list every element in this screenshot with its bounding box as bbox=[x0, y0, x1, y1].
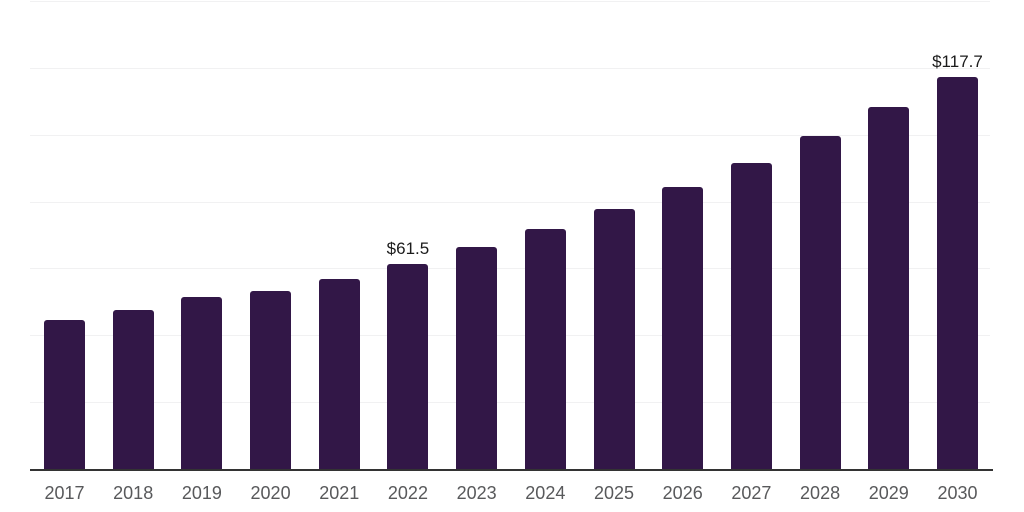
x-tick-label-2028: 2028 bbox=[800, 483, 841, 503]
data-label-2022: $61.5 bbox=[386, 239, 430, 259]
x-axis-line bbox=[30, 469, 993, 471]
bar-2017 bbox=[44, 320, 85, 470]
bar-2022 bbox=[387, 264, 429, 470]
x-tick-label-2023: 2023 bbox=[456, 483, 497, 503]
bar-2027 bbox=[730, 162, 772, 470]
x-tick-label-2024: 2024 bbox=[525, 483, 566, 503]
bar-2021 bbox=[318, 279, 360, 470]
bar-2019 bbox=[181, 296, 223, 470]
bar-2018 bbox=[112, 309, 154, 470]
gridline bbox=[30, 134, 990, 136]
x-tick-label-2025: 2025 bbox=[593, 483, 635, 503]
data-label-2030: $117.7 bbox=[932, 51, 983, 71]
x-tick-label-2027: 2027 bbox=[731, 483, 772, 503]
bar-2024 bbox=[524, 228, 566, 470]
gridline bbox=[30, 67, 990, 69]
bar-2020 bbox=[250, 290, 292, 470]
gridline bbox=[30, 335, 990, 337]
gridline bbox=[30, 201, 990, 203]
bar-2025 bbox=[593, 208, 635, 470]
x-axis-tick-labels: 2017 2018 2019 2020 2021 2022 2023 2024 2025 2026… bbox=[30, 482, 993, 506]
plot-area: $61.5 $117.7 bbox=[30, 0, 993, 470]
gridline bbox=[30, 1, 990, 2]
x-tick-label-2021: 2021 bbox=[319, 483, 360, 503]
gridline bbox=[30, 268, 990, 270]
bar-2029 bbox=[868, 107, 910, 470]
x-tick-label-2020: 2020 bbox=[250, 483, 291, 503]
bar-2028 bbox=[799, 136, 841, 470]
x-tick-label-2018: 2018 bbox=[113, 483, 154, 503]
x-tick-label-2019: 2019 bbox=[181, 483, 222, 503]
bar-2030 bbox=[936, 76, 978, 470]
x-tick-label-2029: 2029 bbox=[868, 483, 909, 503]
bar-2023 bbox=[456, 247, 498, 470]
x-tick-label-2030: 2030 bbox=[937, 483, 978, 503]
bar-2026 bbox=[662, 186, 704, 470]
x-tick-label-2017: 2017 bbox=[44, 483, 85, 503]
x-tick-label-2026: 2026 bbox=[662, 483, 703, 503]
x-tick-label-2022: 2022 bbox=[387, 483, 428, 503]
gridline bbox=[30, 402, 990, 404]
